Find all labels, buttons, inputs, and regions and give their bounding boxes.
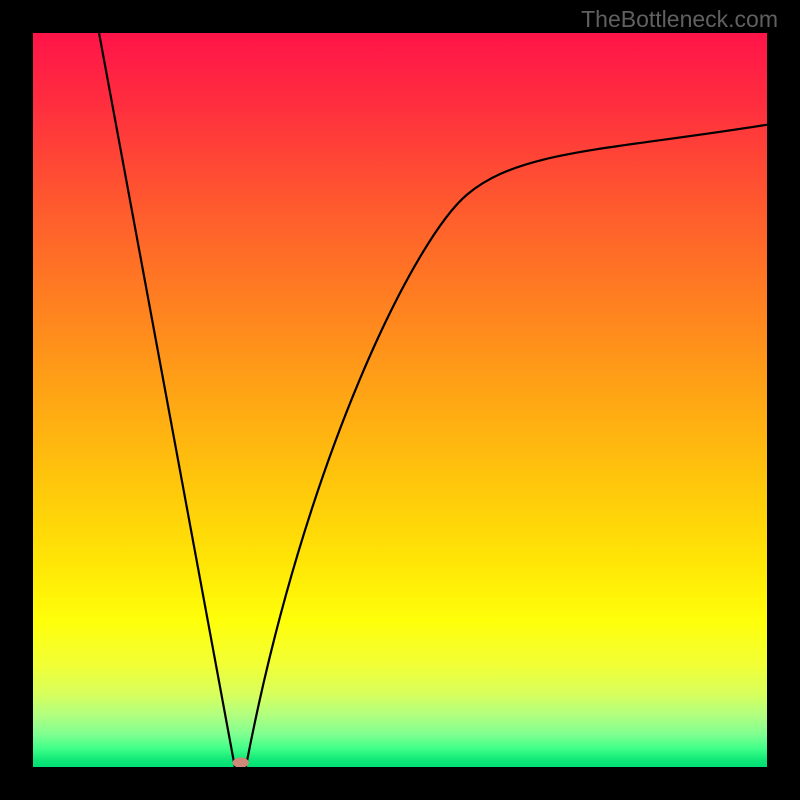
bottleneck-chart xyxy=(33,33,767,767)
watermark-text: TheBottleneck.com xyxy=(581,6,778,33)
gradient-background xyxy=(33,33,767,767)
